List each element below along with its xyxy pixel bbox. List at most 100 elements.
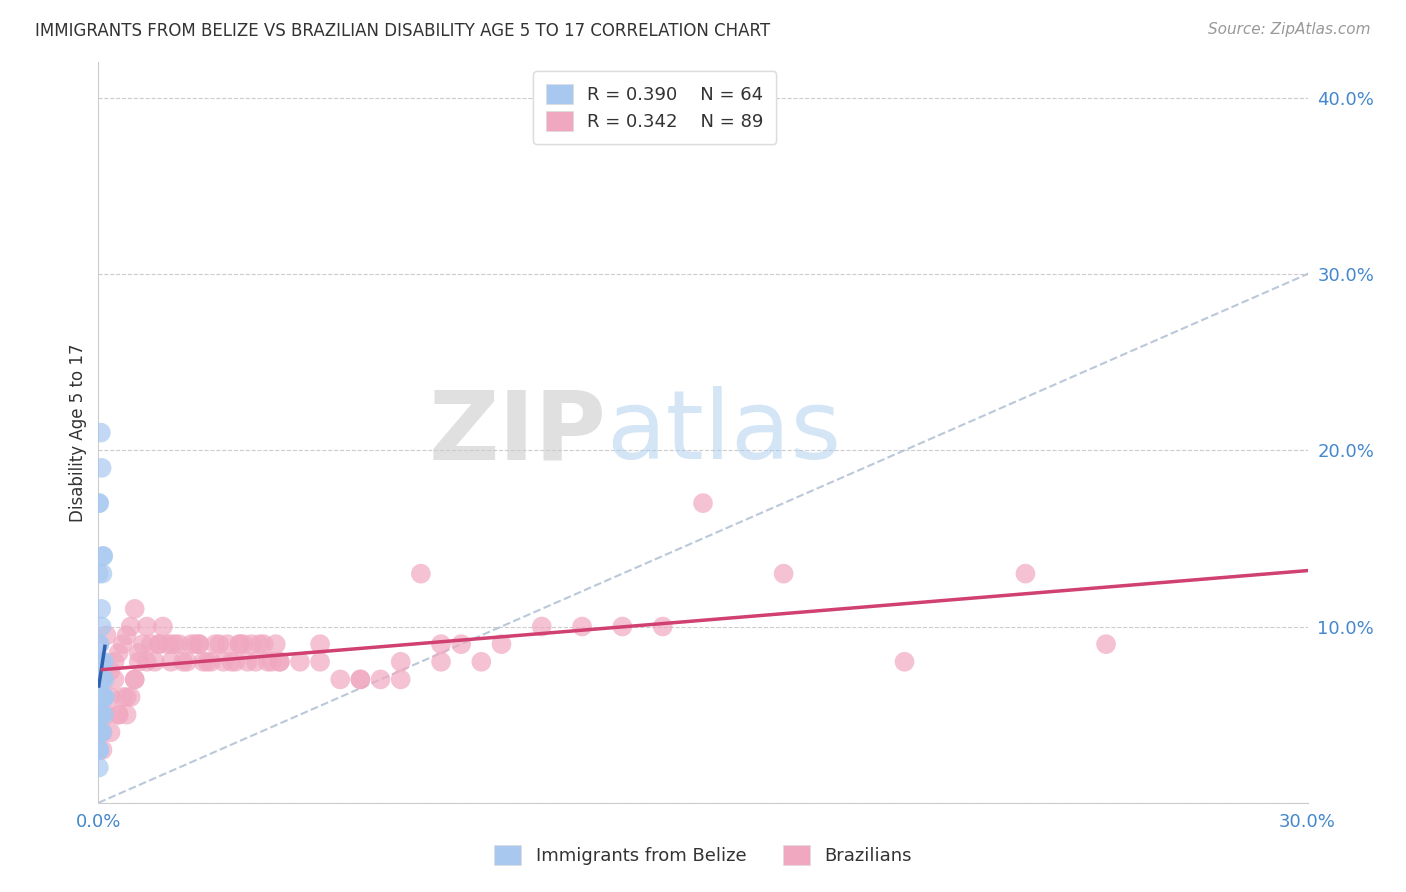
- Point: [132, 637, 155, 651]
- Point: [91, 743, 114, 757]
- Point: [90, 461, 112, 475]
- Point: [124, 673, 146, 687]
- Text: ZIP: ZIP: [429, 386, 606, 479]
- Point: [89, 655, 111, 669]
- Point: [1095, 637, 1118, 651]
- Point: [96, 628, 118, 642]
- Point: [111, 690, 134, 704]
- Point: [349, 673, 371, 687]
- Point: [89, 496, 111, 510]
- Point: [90, 707, 112, 722]
- Text: IMMIGRANTS FROM BELIZE VS BRAZILIAN DISABILITY AGE 5 TO 17 CORRELATION CHART: IMMIGRANTS FROM BELIZE VS BRAZILIAN DISA…: [35, 22, 770, 40]
- Point: [156, 637, 179, 651]
- Point: [184, 637, 207, 651]
- Point: [93, 655, 115, 669]
- Point: [176, 655, 198, 669]
- Point: [91, 566, 114, 581]
- Point: [188, 637, 211, 651]
- Point: [288, 655, 311, 669]
- Y-axis label: Disability Age 5 to 17: Disability Age 5 to 17: [69, 343, 87, 522]
- Point: [143, 655, 166, 669]
- Point: [91, 549, 114, 563]
- Point: [100, 664, 122, 678]
- Point: [107, 707, 129, 722]
- Point: [120, 619, 142, 633]
- Point: [111, 637, 134, 651]
- Point: [530, 619, 553, 633]
- Point: [89, 707, 111, 722]
- Point: [612, 619, 634, 633]
- Point: [91, 549, 114, 563]
- Point: [651, 619, 673, 633]
- Point: [87, 673, 110, 687]
- Point: [91, 673, 114, 687]
- Point: [89, 673, 111, 687]
- Point: [93, 690, 115, 704]
- Point: [90, 673, 112, 687]
- Point: [167, 637, 190, 651]
- Point: [224, 655, 246, 669]
- Point: [120, 690, 142, 704]
- Point: [87, 707, 110, 722]
- Point: [135, 655, 157, 669]
- Point: [93, 673, 115, 687]
- Point: [1014, 566, 1036, 581]
- Point: [90, 690, 112, 704]
- Point: [89, 725, 111, 739]
- Point: [89, 690, 111, 704]
- Point: [228, 637, 250, 651]
- Point: [200, 655, 222, 669]
- Text: atlas: atlas: [606, 386, 841, 479]
- Point: [89, 725, 111, 739]
- Point: [90, 602, 112, 616]
- Point: [90, 707, 112, 722]
- Point: [91, 725, 114, 739]
- Point: [309, 655, 332, 669]
- Point: [309, 637, 332, 651]
- Point: [124, 673, 146, 687]
- Point: [269, 655, 291, 669]
- Point: [89, 673, 111, 687]
- Point: [249, 637, 271, 651]
- Point: [692, 496, 714, 510]
- Point: [90, 655, 112, 669]
- Point: [228, 637, 250, 651]
- Point: [148, 637, 170, 651]
- Point: [100, 725, 122, 739]
- Point: [128, 646, 150, 660]
- Point: [89, 725, 111, 739]
- Point: [87, 725, 110, 739]
- Point: [124, 602, 146, 616]
- Point: [89, 743, 111, 757]
- Point: [91, 725, 114, 739]
- Point: [260, 655, 283, 669]
- Point: [893, 655, 915, 669]
- Point: [89, 673, 111, 687]
- Point: [94, 690, 117, 704]
- Point: [89, 707, 111, 722]
- Point: [389, 673, 412, 687]
- Point: [89, 655, 111, 669]
- Point: [89, 707, 111, 722]
- Point: [89, 743, 111, 757]
- Point: [256, 655, 278, 669]
- Point: [264, 637, 287, 651]
- Legend: Immigrants from Belize, Brazilians: Immigrants from Belize, Brazilians: [485, 836, 921, 874]
- Point: [89, 707, 111, 722]
- Point: [100, 690, 122, 704]
- Point: [180, 637, 202, 651]
- Point: [89, 673, 111, 687]
- Point: [89, 725, 111, 739]
- Point: [221, 655, 243, 669]
- Point: [103, 673, 125, 687]
- Point: [160, 655, 183, 669]
- Point: [172, 655, 194, 669]
- Point: [115, 707, 138, 722]
- Point: [470, 655, 492, 669]
- Point: [89, 690, 111, 704]
- Point: [450, 637, 472, 651]
- Point: [212, 655, 235, 669]
- Point: [89, 707, 111, 722]
- Point: [571, 619, 593, 633]
- Point: [349, 673, 371, 687]
